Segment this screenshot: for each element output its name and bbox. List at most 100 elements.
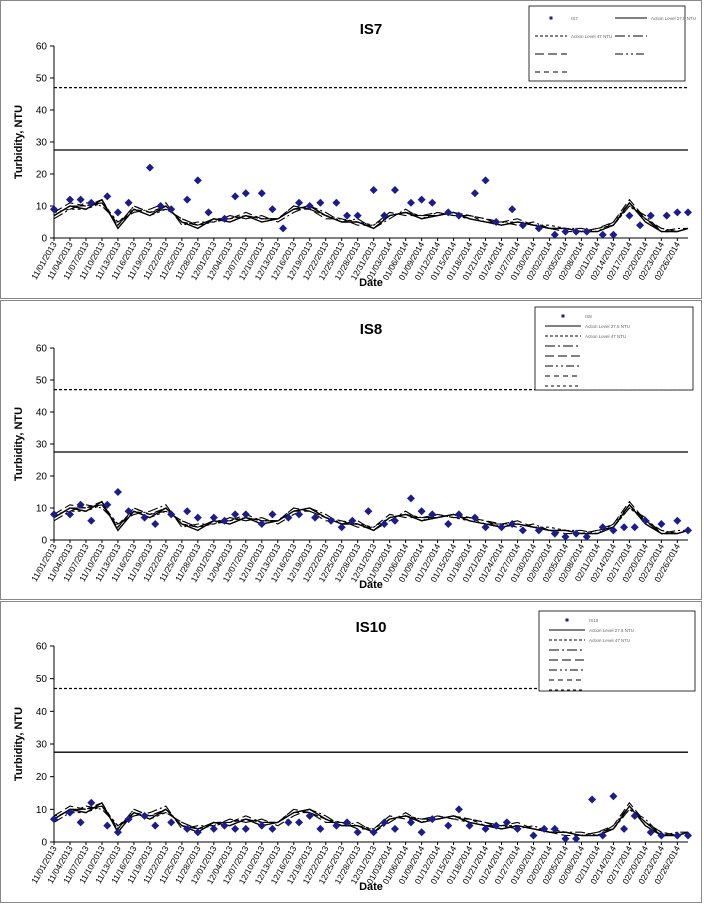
- observation-point: [508, 205, 517, 214]
- observation-point: [454, 510, 463, 519]
- observation-point: [502, 818, 511, 827]
- observation-point: [561, 227, 570, 236]
- observation-point: [454, 805, 463, 814]
- chart-panel-is7: IS7 0 10 20 30 40 50 60 Turbidity, NTU 11/01/2013…: [0, 0, 702, 299]
- legend-label: IS10: [589, 618, 599, 623]
- observation-point: [641, 516, 650, 525]
- observation-point: [598, 831, 607, 840]
- observation-point: [444, 520, 453, 528]
- y-tick-label: 20: [36, 170, 48, 181]
- observation-point: [609, 792, 618, 801]
- legend-marker: [561, 314, 565, 318]
- observation-point: [572, 529, 581, 538]
- observation-point: [508, 520, 517, 528]
- y-tick-label: 10: [36, 805, 48, 816]
- observation-point: [284, 513, 293, 522]
- observation-point: [620, 523, 629, 532]
- legend: IS10 Action Level 27.5 NTU Action Level 47…: [538, 610, 696, 692]
- x-axis-label: Date: [359, 579, 383, 591]
- series-line-2: [53, 801, 689, 837]
- observation-point: [311, 513, 320, 522]
- observation-point: [417, 828, 426, 837]
- observation-point: [481, 824, 490, 833]
- observation-point: [327, 516, 336, 525]
- observation-point: [113, 208, 122, 217]
- observation-point: [337, 523, 346, 532]
- y-tick-label: 40: [36, 408, 48, 419]
- observation-point: [492, 218, 501, 226]
- observation-point: [124, 815, 133, 824]
- x-axis-label: Date: [359, 277, 383, 289]
- y-tick-label: 30: [36, 138, 48, 149]
- observation-point: [428, 198, 437, 207]
- observation-point: [348, 516, 357, 525]
- observation-point: [332, 198, 341, 207]
- y-tick-label: 30: [36, 440, 48, 451]
- series-line-2: [53, 198, 689, 233]
- observation-point: [406, 818, 415, 827]
- y-tick-label: 0: [41, 536, 47, 547]
- observation-point: [518, 221, 527, 230]
- observation-point: [417, 507, 426, 516]
- y-axis-label: Turbidity, NTU: [13, 105, 25, 179]
- observation-point: [87, 798, 96, 807]
- observation-point: [76, 195, 85, 204]
- legend-marker: [565, 618, 569, 622]
- y-axis-label: Turbidity, NTU: [13, 407, 25, 481]
- observation-point: [50, 510, 58, 519]
- observation-point: [428, 815, 437, 824]
- observation-point: [231, 824, 240, 833]
- legend-label: Action Level 47 NTU: [589, 638, 630, 643]
- legend-label: Action Level 27.5 NTU: [589, 628, 634, 633]
- observation-point: [268, 510, 277, 519]
- series-line-2: [53, 500, 689, 535]
- observation-point: [113, 828, 122, 837]
- legend-marker: [549, 16, 553, 20]
- observation-point: [50, 815, 58, 824]
- y-tick-label: 0: [41, 838, 47, 849]
- legend-label: IS7: [571, 16, 578, 21]
- y-tick-label: 20: [36, 472, 48, 483]
- observation-point: [534, 224, 543, 233]
- observation-point: [540, 824, 549, 833]
- observation-point: [279, 224, 288, 233]
- observation-point: [124, 198, 133, 207]
- observation-point: [65, 195, 74, 204]
- observation-point: [625, 211, 634, 220]
- observation-point: [406, 198, 415, 207]
- series-line-6: [53, 503, 689, 535]
- observation-point: [582, 227, 591, 236]
- y-tick-label: 60: [36, 642, 48, 653]
- observation-point: [417, 195, 426, 204]
- legend-label: Action Level 47 NTU: [585, 334, 626, 339]
- observation-point: [454, 211, 463, 220]
- legend-label: Action Level 27.5 NTU: [585, 324, 630, 329]
- observation-point: [124, 507, 133, 516]
- observation-point: [140, 513, 149, 522]
- observation-point: [518, 526, 527, 535]
- observation-point: [561, 532, 570, 541]
- legend-box: [538, 610, 696, 692]
- chart-title: IS7: [360, 21, 383, 38]
- y-tick-label: 50: [36, 74, 48, 85]
- observation-point: [380, 818, 389, 827]
- x-axis-label: Date: [359, 881, 383, 893]
- y-tick-label: 30: [36, 740, 48, 751]
- observation-point: [470, 189, 479, 198]
- observation-point: [684, 526, 692, 535]
- observation-point: [572, 227, 581, 236]
- observation-point: [231, 510, 240, 519]
- observation-point: [209, 513, 218, 522]
- observation-point: [87, 516, 96, 525]
- observation-point: [167, 818, 176, 827]
- observation-point: [492, 821, 501, 830]
- y-tick-label: 0: [41, 234, 47, 245]
- observation-point: [636, 221, 645, 230]
- observation-point: [145, 163, 154, 172]
- observation-point: [305, 202, 314, 210]
- observation-point: [295, 510, 304, 519]
- observation-point: [305, 811, 314, 820]
- chart-panel-is10: IS10 0 10 20 30 40 50 60 Turbidity, NTU 11/01/201…: [0, 601, 702, 903]
- observation-point: [390, 186, 399, 194]
- observation-point: [550, 230, 559, 239]
